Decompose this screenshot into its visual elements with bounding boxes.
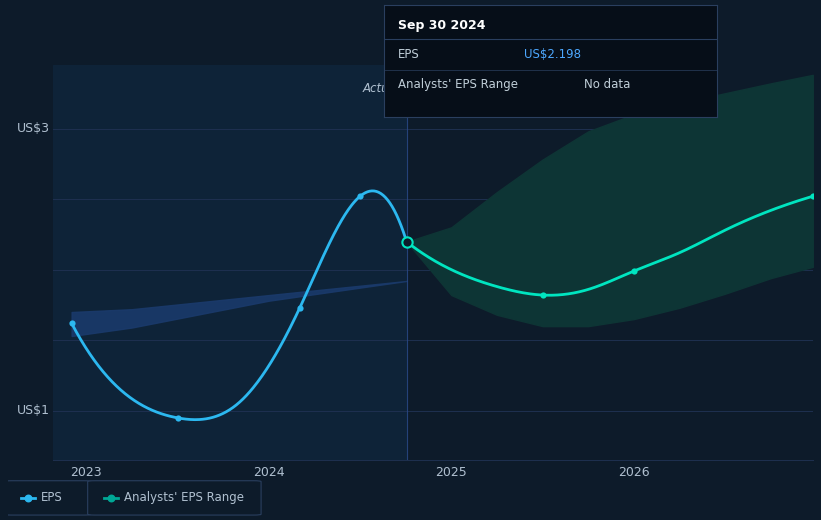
Point (363, 317, 376, 325)
Text: EPS: EPS (41, 491, 62, 504)
Point (627, 267, 640, 275)
Bar (53, 65, 406, 460)
Text: Analysts' EPS Range: Analysts' EPS Range (124, 491, 244, 504)
Text: Sep 30 2024: Sep 30 2024 (397, 19, 485, 32)
Text: No data: No data (584, 78, 630, 91)
FancyBboxPatch shape (5, 480, 91, 515)
FancyBboxPatch shape (88, 480, 261, 515)
Point (354, 192, 367, 200)
Text: US$2.198: US$2.198 (524, 48, 581, 61)
Text: EPS: EPS (397, 48, 420, 61)
Point (65, 319, 78, 328)
Point (400, 238, 413, 246)
Point (171, 414, 184, 422)
Point (536, 291, 549, 299)
Text: US$1: US$1 (16, 405, 49, 417)
Point (293, 304, 306, 312)
Point (806, 192, 819, 200)
Text: US$3: US$3 (16, 122, 49, 135)
Text: Analysts' EPS Range: Analysts' EPS Range (397, 78, 517, 91)
Text: Actual: Actual (362, 82, 399, 95)
Text: Analysts Forecasts: Analysts Forecasts (418, 82, 527, 95)
